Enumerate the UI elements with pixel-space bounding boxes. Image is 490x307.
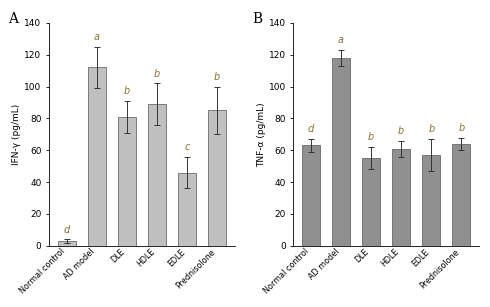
Text: d: d — [308, 124, 314, 134]
Bar — [362, 158, 380, 246]
Y-axis label: IFN-γ (pg/mL): IFN-γ (pg/mL) — [12, 104, 22, 165]
Text: B: B — [252, 12, 263, 26]
Text: d: d — [63, 225, 70, 235]
Text: b: b — [368, 132, 374, 142]
Y-axis label: TNF-α (pg/mL): TNF-α (pg/mL) — [257, 102, 266, 167]
Bar — [302, 146, 320, 246]
Bar — [57, 241, 75, 246]
Text: b: b — [123, 86, 130, 96]
Text: b: b — [428, 124, 435, 134]
Bar — [148, 104, 166, 246]
Text: A: A — [8, 12, 18, 26]
Bar — [88, 68, 106, 246]
Text: b: b — [214, 72, 220, 82]
Bar — [178, 173, 196, 246]
Text: b: b — [154, 69, 160, 79]
Bar — [452, 144, 470, 246]
Text: b: b — [398, 126, 404, 136]
Text: a: a — [338, 35, 344, 45]
Text: c: c — [184, 142, 190, 152]
Bar — [332, 58, 350, 246]
Bar — [422, 155, 441, 246]
Bar — [208, 111, 226, 246]
Bar — [392, 149, 410, 246]
Text: a: a — [94, 32, 99, 42]
Text: b: b — [458, 123, 465, 133]
Bar — [118, 117, 136, 246]
